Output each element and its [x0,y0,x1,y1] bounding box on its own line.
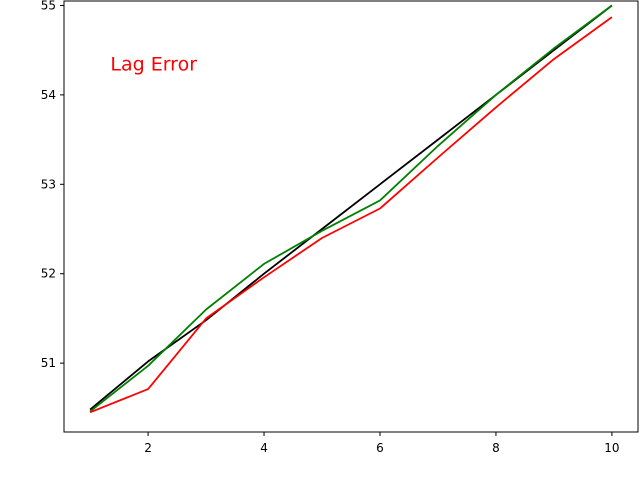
x-tick-label: 8 [492,441,500,455]
lag-error-annotation: Lag Error [110,54,197,76]
y-tick-label: 52 [41,267,56,281]
x-tick-label: 6 [376,441,384,455]
red-series-line [89,16,613,414]
y-tick-label: 54 [41,88,56,102]
green-series-line [89,4,613,413]
tick-layer: 2 4 6 8 10 51 52 53 54 55 [41,0,620,455]
series-layer [89,4,613,414]
x-tick-label: 4 [260,441,268,455]
x-tick-label: 10 [604,441,619,455]
y-tick-label: 51 [41,356,56,370]
x-tick-label: 2 [144,441,152,455]
y-tick-label: 53 [41,177,56,191]
y-tick-label: 55 [41,0,56,12]
